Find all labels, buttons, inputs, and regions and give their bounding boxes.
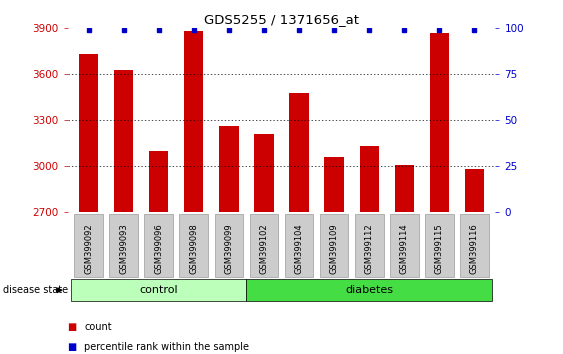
Text: GSM399115: GSM399115 [435, 223, 444, 274]
Text: GSM399102: GSM399102 [260, 223, 269, 274]
FancyBboxPatch shape [71, 279, 247, 302]
Text: count: count [84, 322, 112, 332]
FancyBboxPatch shape [247, 279, 492, 302]
Text: GSM399116: GSM399116 [470, 223, 479, 274]
Text: GSM399093: GSM399093 [119, 223, 128, 274]
FancyBboxPatch shape [249, 214, 278, 276]
Bar [79, 55, 99, 212]
Text: GSM399112: GSM399112 [365, 223, 374, 274]
FancyBboxPatch shape [144, 214, 173, 276]
Text: GSM399109: GSM399109 [329, 223, 338, 274]
Bar [114, 70, 133, 212]
Bar [324, 157, 344, 212]
Text: GSM399099: GSM399099 [225, 223, 234, 274]
Bar [254, 134, 274, 212]
Bar [184, 32, 203, 212]
Bar [464, 170, 484, 212]
Text: diabetes: diabetes [345, 285, 393, 295]
Text: GSM399096: GSM399096 [154, 223, 163, 274]
Title: GDS5255 / 1371656_at: GDS5255 / 1371656_at [204, 13, 359, 26]
FancyBboxPatch shape [180, 214, 208, 276]
FancyBboxPatch shape [285, 214, 314, 276]
Text: percentile rank within the sample: percentile rank within the sample [84, 342, 249, 352]
FancyBboxPatch shape [215, 214, 243, 276]
Text: ■: ■ [68, 322, 77, 332]
FancyBboxPatch shape [355, 214, 383, 276]
Bar [360, 147, 379, 212]
FancyBboxPatch shape [74, 214, 103, 276]
FancyBboxPatch shape [390, 214, 419, 276]
Bar [219, 126, 239, 212]
Text: control: control [140, 285, 178, 295]
Bar [149, 151, 168, 212]
Bar [430, 33, 449, 212]
Bar [289, 93, 309, 212]
FancyBboxPatch shape [109, 214, 138, 276]
Text: GSM399104: GSM399104 [294, 223, 303, 274]
Text: disease state: disease state [3, 285, 68, 295]
Bar [395, 165, 414, 212]
FancyBboxPatch shape [320, 214, 348, 276]
Text: ■: ■ [68, 342, 77, 352]
FancyBboxPatch shape [460, 214, 489, 276]
Text: GSM399092: GSM399092 [84, 223, 93, 274]
Text: GSM399114: GSM399114 [400, 223, 409, 274]
Text: GSM399098: GSM399098 [189, 223, 198, 274]
FancyBboxPatch shape [425, 214, 454, 276]
